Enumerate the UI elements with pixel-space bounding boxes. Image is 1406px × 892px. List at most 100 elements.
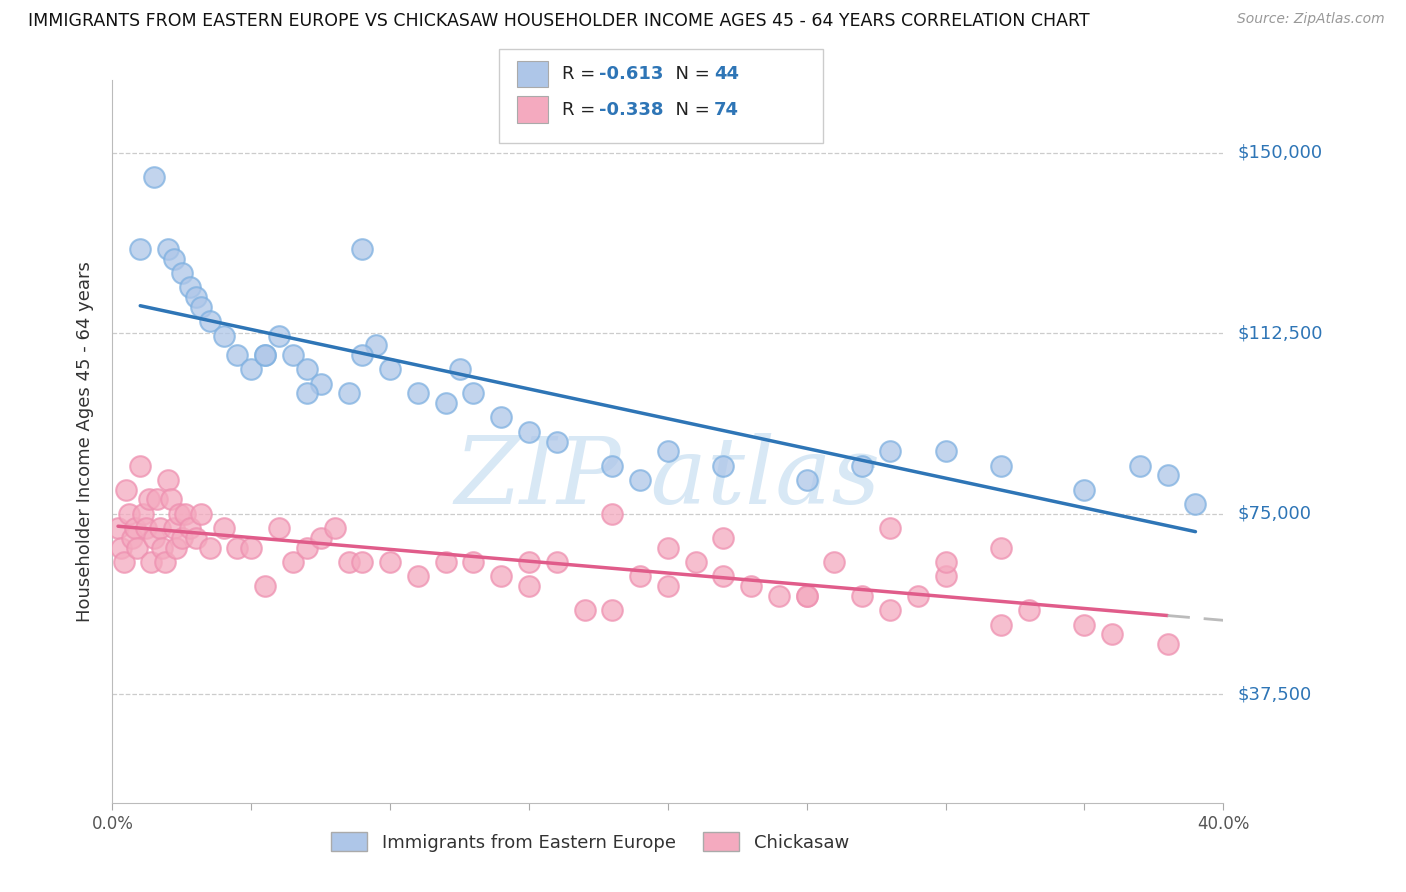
Point: [602, 603, 624, 617]
Point: [170, 266, 193, 280]
Point: [1101, 627, 1123, 641]
Point: [184, 531, 207, 545]
Point: [190, 300, 212, 314]
Point: [143, 169, 166, 184]
Point: [115, 483, 138, 497]
Point: [135, 521, 157, 535]
Point: [434, 555, 457, 569]
Point: [170, 531, 193, 545]
Point: [1157, 468, 1180, 483]
Text: -0.613: -0.613: [599, 65, 664, 83]
Point: [337, 386, 360, 401]
Point: [824, 555, 846, 569]
Point: [240, 541, 263, 555]
Point: [132, 507, 155, 521]
Point: [768, 589, 790, 603]
Point: [157, 242, 180, 256]
Point: [796, 589, 818, 603]
Point: [1157, 637, 1180, 651]
Point: [990, 541, 1012, 555]
Point: [110, 541, 132, 555]
Point: [162, 521, 184, 535]
Point: [129, 458, 152, 473]
Text: $150,000: $150,000: [1237, 144, 1322, 161]
Point: [713, 531, 735, 545]
Point: [851, 589, 873, 603]
Point: [713, 458, 735, 473]
Point: [337, 555, 360, 569]
Point: [1129, 458, 1152, 473]
Point: [295, 386, 318, 401]
Text: $37,500: $37,500: [1237, 685, 1312, 704]
Point: [463, 555, 485, 569]
Text: $75,000: $75,000: [1237, 505, 1312, 523]
Point: [149, 521, 172, 535]
Point: [935, 444, 957, 458]
Point: [406, 569, 429, 583]
Point: [352, 242, 374, 256]
Point: [602, 507, 624, 521]
Point: [366, 338, 388, 352]
Point: [107, 521, 129, 535]
Point: [657, 579, 679, 593]
Point: [124, 521, 146, 535]
Point: [127, 541, 149, 555]
Point: [517, 579, 540, 593]
Point: [190, 507, 212, 521]
Point: [380, 555, 402, 569]
Point: [167, 507, 190, 521]
Point: [628, 569, 651, 583]
Text: ZIP atlas: ZIP atlas: [454, 433, 882, 523]
Text: 44: 44: [714, 65, 740, 83]
Point: [152, 541, 174, 555]
Point: [281, 555, 304, 569]
Point: [740, 579, 762, 593]
Point: [602, 458, 624, 473]
Point: [212, 328, 235, 343]
Point: [434, 396, 457, 410]
Point: [159, 492, 181, 507]
Text: Source: ZipAtlas.com: Source: ZipAtlas.com: [1237, 12, 1385, 26]
Point: [121, 531, 143, 545]
Point: [254, 348, 277, 362]
Point: [112, 555, 135, 569]
Text: 74: 74: [714, 101, 740, 119]
Point: [240, 362, 263, 376]
Point: [546, 434, 568, 449]
Point: [546, 555, 568, 569]
Point: [491, 569, 513, 583]
Point: [254, 348, 277, 362]
Point: [226, 541, 249, 555]
Point: [796, 473, 818, 487]
Point: [517, 425, 540, 439]
Point: [990, 458, 1012, 473]
Point: [143, 531, 166, 545]
Point: [198, 541, 221, 555]
Point: [851, 458, 873, 473]
Point: [267, 328, 291, 343]
Text: $112,500: $112,500: [1237, 324, 1323, 343]
Point: [198, 314, 221, 328]
Point: [990, 617, 1012, 632]
Point: [935, 569, 957, 583]
Point: [685, 555, 707, 569]
Point: [1184, 497, 1206, 511]
Point: [179, 521, 201, 535]
Text: N =: N =: [664, 101, 716, 119]
Point: [309, 376, 332, 391]
Point: [713, 569, 735, 583]
Point: [309, 531, 332, 545]
Point: [129, 242, 152, 256]
Text: R =: R =: [562, 101, 602, 119]
Point: [157, 473, 180, 487]
Point: [146, 492, 169, 507]
Point: [463, 386, 485, 401]
Point: [1073, 483, 1095, 497]
Point: [449, 362, 471, 376]
Point: [179, 280, 201, 294]
Point: [657, 444, 679, 458]
Point: [380, 362, 402, 376]
Point: [254, 579, 277, 593]
Point: [226, 348, 249, 362]
Point: [352, 348, 374, 362]
